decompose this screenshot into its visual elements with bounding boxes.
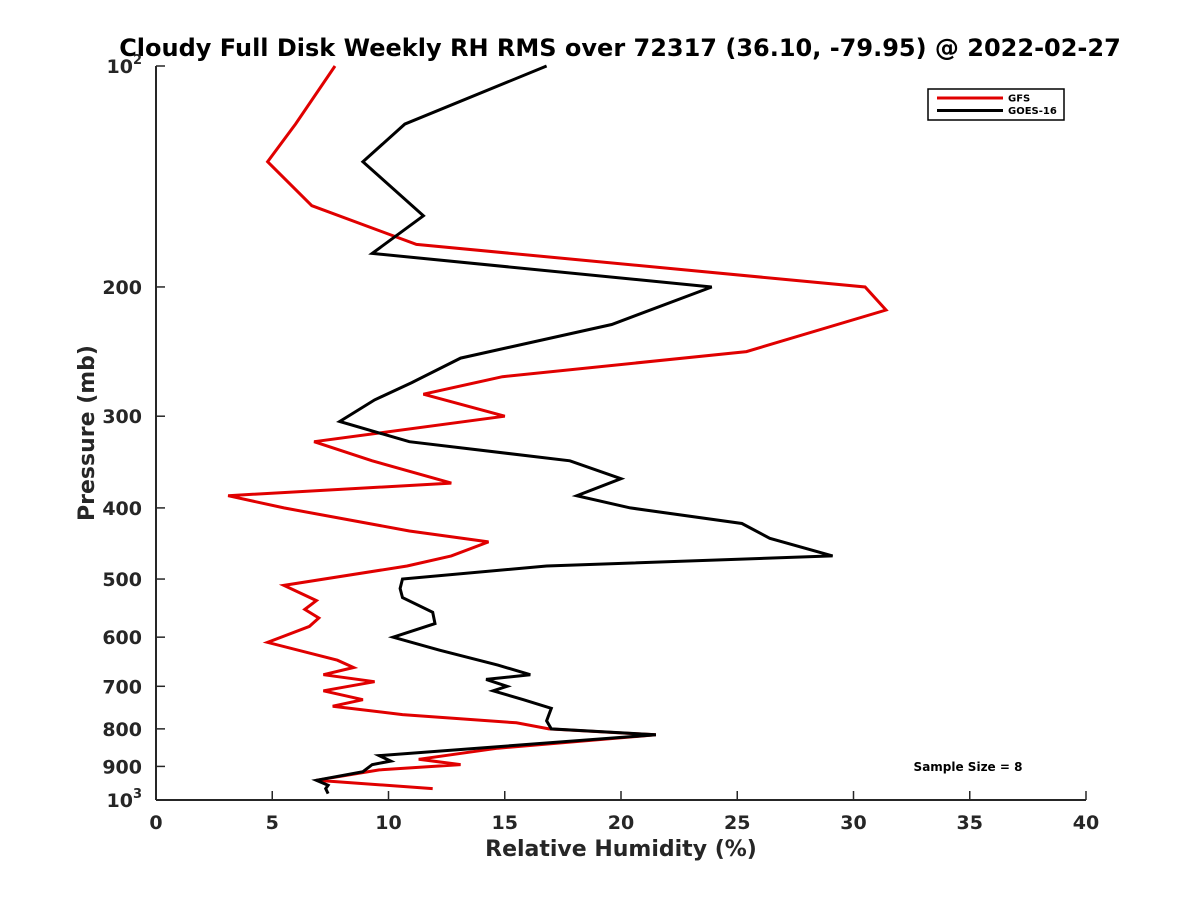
- x-tick-label: 30: [840, 812, 866, 834]
- x-axis-label: Relative Humidity (%): [485, 837, 757, 862]
- legend-label: GOES-16: [1008, 106, 1057, 117]
- x-tick-label: 15: [492, 812, 518, 834]
- x-tick-label: 40: [1073, 812, 1099, 834]
- y-tick-label: 500: [102, 569, 142, 591]
- sample-size-annotation: Sample Size = 8: [914, 760, 1023, 774]
- y-tick-label: 300: [102, 406, 142, 428]
- legend-box: [927, 88, 1065, 121]
- series-layer: [227, 64, 889, 795]
- y-tick-label: 800: [102, 719, 142, 741]
- series-line-gfs: [227, 65, 889, 791]
- y-tick-label: 102: [107, 53, 143, 78]
- y-tick-label: 400: [102, 498, 142, 520]
- x-tick-label: 20: [608, 812, 634, 834]
- y-tick-label: 700: [102, 676, 142, 698]
- series-line-goes-16: [311, 64, 834, 795]
- y-tick-label: 600: [102, 627, 142, 649]
- y-tick-label: 900: [102, 756, 142, 778]
- chart-title: Cloudy Full Disk Weekly RH RMS over 7231…: [119, 34, 1121, 62]
- y-tick-label: 103: [107, 787, 143, 812]
- x-tick-label: 10: [375, 812, 401, 834]
- legend-label: GFS: [1008, 94, 1030, 105]
- y-tick-label: 200: [102, 277, 142, 299]
- x-tick-label: 35: [957, 812, 983, 834]
- axes: 0 5 10 15 20 25 30 35 40 102 200 300 400 500 600 700 800…: [102, 53, 1099, 834]
- x-tick-label: 0: [149, 812, 162, 834]
- x-tick-label: 25: [724, 812, 750, 834]
- y-axis-label: Pressure (mb): [75, 345, 100, 521]
- x-tick-label: 5: [266, 812, 279, 834]
